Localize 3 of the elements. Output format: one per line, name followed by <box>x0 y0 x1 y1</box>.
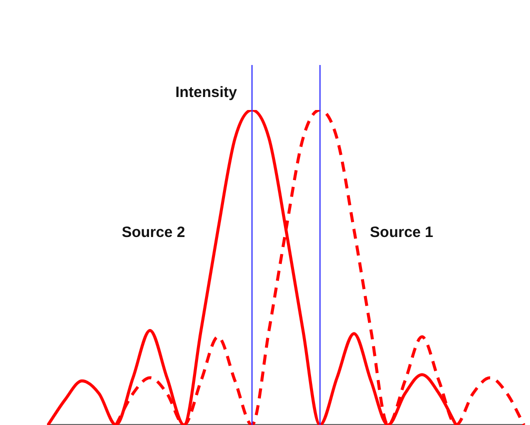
series-label: Source 1 <box>370 224 434 241</box>
text: Intensity <box>175 84 238 102</box>
text: Source 2 <box>122 224 186 241</box>
